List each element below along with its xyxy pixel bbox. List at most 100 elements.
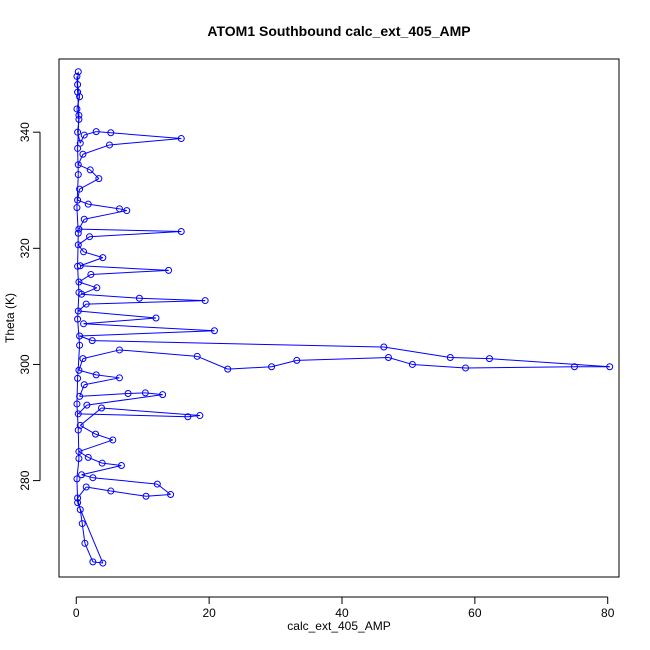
series-segment [81,465,122,476]
y-axis: 280 300 320 340 [18,122,41,491]
data-point [86,233,94,241]
series-segment [76,378,79,404]
data-point [74,426,82,434]
data-point [224,365,232,373]
data-point [75,278,83,286]
data-point [75,366,83,374]
y-tick-label: 320 [18,238,32,258]
data-point [80,248,88,256]
data-point [462,364,470,372]
data-point [74,374,82,382]
data-point [76,332,84,340]
series-segment [77,292,80,320]
data-point [74,229,82,237]
data-point [99,254,107,262]
data-point [152,314,160,322]
data-point [76,93,84,101]
series-segment [77,502,104,564]
data-point [380,343,388,351]
series-segment [109,138,182,146]
data-point [570,363,578,371]
data-point [74,128,82,136]
series-segment [79,330,215,337]
data-point [485,355,493,363]
data-point [74,315,82,323]
data-point [80,215,88,223]
data-point [384,353,392,361]
data-point [74,494,82,502]
series-segment [83,317,157,325]
series-segment [84,377,120,386]
series-segment [119,208,127,212]
y-tick-label: 280 [18,470,32,490]
data-point [74,81,82,89]
data-point [167,491,175,499]
series-segment [86,486,111,492]
data-point [109,436,117,444]
data-point [74,410,82,418]
series-segment [77,430,80,459]
series-segment [139,297,206,302]
data-point [74,144,82,152]
y-tick-label: 300 [18,354,32,374]
data-point [92,371,100,379]
x-axis: 0 20 40 60 80 [73,596,615,620]
series-segment [92,340,384,348]
series-segment [489,358,610,368]
series-segment [90,269,169,275]
series-segment [80,257,104,267]
data-point [210,327,218,335]
data-point [82,300,90,308]
series-segment [78,439,113,453]
data-point [89,558,97,566]
series-segment [89,169,100,179]
data-point [74,307,82,315]
series-segment [96,131,111,134]
data-point [74,196,82,204]
series-segment [77,236,90,246]
series-segment [271,359,297,368]
data-point [76,421,84,429]
data-point [165,266,173,274]
series-segment [78,451,89,458]
series-segment [88,203,120,210]
data-point [177,227,185,235]
series-segment [76,207,79,234]
data-point [115,205,123,213]
x-tick-label: 80 [601,606,615,620]
data-point [196,412,204,420]
data-point [98,459,106,467]
series-segment [77,404,88,415]
series-segment [81,287,98,295]
series-segment [78,413,188,418]
series-segment [78,228,182,232]
series-segment [77,154,84,165]
data-point [201,297,209,305]
x-tick-label: 20 [202,606,216,620]
data-point [105,141,113,149]
data-point [75,111,83,119]
y-axis-label: Theta (K) [3,293,17,343]
data-point [75,288,83,296]
series-segment [77,233,79,267]
data-point [75,448,83,456]
data-point [92,430,100,438]
series-segment [88,456,103,464]
x-tick-label: 0 [73,606,80,620]
series-segment [79,134,85,144]
series-segment [84,131,97,136]
data-point [79,355,87,363]
data-point [79,150,87,158]
series-segment [77,319,81,346]
data-point [76,262,84,270]
data-point [606,363,614,371]
data-point [107,487,115,495]
data-point [74,262,82,270]
data-point [75,455,83,463]
data-point [115,374,123,382]
data-point [268,363,276,371]
series-segment [77,244,84,253]
data-point [177,135,185,143]
series-segment [79,392,129,397]
plot-area [58,58,620,578]
